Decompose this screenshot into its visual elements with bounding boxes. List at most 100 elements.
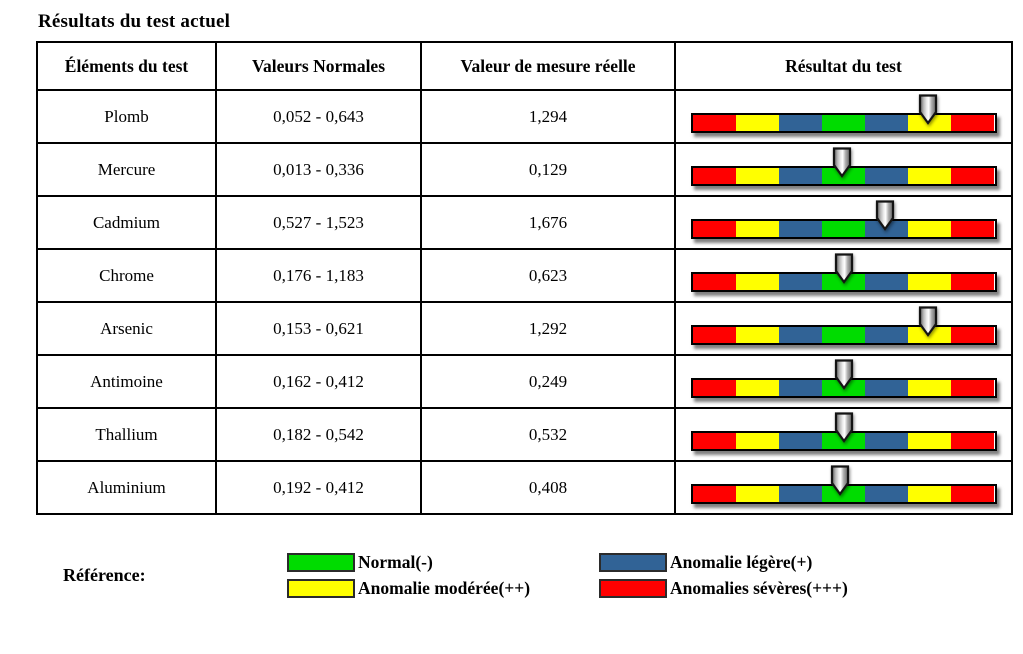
result-cell [674, 89, 1013, 144]
measured-value-cell: 0,532 [420, 407, 676, 462]
bar-segment-slight [865, 485, 909, 502]
element-cell: Cadmium [36, 195, 217, 250]
table-row: Cadmium 0,527 - 1,523 1,676 [36, 195, 1013, 250]
result-cell [674, 248, 1013, 303]
bar-segment-slight [865, 273, 909, 290]
legend-swatch-moderate [287, 579, 355, 598]
result-cell [674, 195, 1013, 250]
table-row: Thallium 0,182 - 0,542 0,532 [36, 407, 1013, 462]
results-table: Éléments du test Valeurs Normales Valeur… [36, 41, 1013, 515]
table-row: Mercure 0,013 - 0,336 0,129 [36, 142, 1013, 197]
bar-segment-moderate [908, 273, 952, 290]
normal-range-cell: 0,182 - 0,542 [215, 407, 422, 462]
bar-segment-severe [692, 432, 736, 449]
bar-segment-moderate [735, 379, 779, 396]
result-cell [674, 301, 1013, 356]
element-cell: Aluminium [36, 460, 217, 515]
bar-segment-moderate [735, 485, 779, 502]
element-cell: Thallium [36, 407, 217, 462]
legend-item-label: Anomalie légère(+) [670, 552, 813, 572]
bar-segment-moderate [908, 379, 952, 396]
bar-segment-severe [692, 273, 736, 290]
result-cell [674, 354, 1013, 409]
bar-segment-normal [821, 485, 866, 502]
bar-segment-severe [692, 379, 736, 396]
result-bar [690, 358, 997, 398]
result-bar-track [690, 218, 997, 239]
result-bar-track [690, 271, 997, 292]
normal-range-cell: 0,153 - 0,621 [215, 301, 422, 356]
result-bar-track [690, 165, 997, 186]
bar-segment-severe [951, 273, 995, 290]
bar-segment-normal [821, 220, 866, 237]
bar-segment-severe [951, 167, 995, 184]
measured-value-cell: 0,408 [420, 460, 676, 515]
normal-range-cell: 0,192 - 0,412 [215, 460, 422, 515]
bar-segment-moderate [908, 220, 952, 237]
element-cell: Antimoine [36, 354, 217, 409]
element-cell: Plomb [36, 89, 217, 144]
bar-segment-severe [951, 379, 995, 396]
report-page: Résultats du test actuel Éléments du tes… [0, 11, 1023, 654]
bar-segment-severe [692, 220, 736, 237]
legend-swatch-severe [599, 579, 667, 598]
bar-segment-normal [821, 379, 866, 396]
result-bar-track [690, 324, 997, 345]
page-title: Résultats du test actuel [38, 11, 231, 32]
bar-segment-severe [951, 485, 995, 502]
legend-item-label: Normal(-) [358, 552, 433, 572]
legend-item: Normal(-) [287, 552, 599, 573]
bar-segment-moderate [908, 167, 952, 184]
measured-value-cell: 0,623 [420, 248, 676, 303]
legend-item: Anomalies sévères(+++) [599, 578, 848, 599]
bar-segment-severe [692, 114, 736, 131]
legend-item-label: Anomalies sévères(+++) [670, 578, 848, 598]
normal-range-cell: 0,013 - 0,336 [215, 142, 422, 197]
bar-segment-normal [821, 114, 866, 131]
bar-segment-slight [778, 432, 822, 449]
bar-segment-slight [865, 432, 909, 449]
table-row: Aluminium 0,192 - 0,412 0,408 [36, 460, 1013, 515]
bar-segment-severe [951, 326, 995, 343]
normal-range-cell: 0,527 - 1,523 [215, 195, 422, 250]
bar-segment-slight [778, 220, 822, 237]
normal-range-cell: 0,052 - 0,643 [215, 89, 422, 144]
bar-segment-normal [821, 326, 866, 343]
result-cell [674, 407, 1013, 462]
bar-segment-slight [865, 379, 909, 396]
bar-segment-slight [778, 379, 822, 396]
bar-segment-moderate [735, 114, 779, 131]
legend-swatch-slight [599, 553, 667, 572]
bar-segment-severe [951, 220, 995, 237]
measured-value-cell: 1,676 [420, 195, 676, 250]
bar-segment-slight [778, 167, 822, 184]
bar-segment-slight [778, 485, 822, 502]
table-header: Éléments du test Valeurs Normales Valeur… [36, 41, 1013, 91]
bar-segment-severe [692, 326, 736, 343]
legend-item: Anomalie modérée(++) [287, 578, 599, 599]
table-row: Antimoine 0,162 - 0,412 0,249 [36, 354, 1013, 409]
result-bar-track [690, 430, 997, 451]
table-row: Chrome 0,176 - 1,183 0,623 [36, 248, 1013, 303]
bar-segment-slight [865, 167, 909, 184]
bar-segment-slight [865, 326, 909, 343]
bar-segment-moderate [735, 167, 779, 184]
measured-value-cell: 1,292 [420, 301, 676, 356]
table-body: Plomb 0,052 - 0,643 1,294 Mercure 0,013 … [36, 89, 1013, 515]
legend-items: Normal(-) Anomalie légère(+) Anomalie mo… [287, 552, 848, 599]
legend-label: Référence: [63, 565, 146, 585]
bar-segment-moderate [908, 485, 952, 502]
measured-value-cell: 0,249 [420, 354, 676, 409]
measured-value-cell: 0,129 [420, 142, 676, 197]
result-bar [690, 252, 997, 292]
measured-value-cell: 1,294 [420, 89, 676, 144]
normal-range-cell: 0,176 - 1,183 [215, 248, 422, 303]
bar-segment-slight [778, 273, 822, 290]
result-bar [690, 199, 997, 239]
bar-segment-moderate [735, 432, 779, 449]
result-bar-track [690, 377, 997, 398]
legend-item-label: Anomalie modérée(++) [358, 578, 531, 598]
result-bar [690, 146, 997, 186]
header-row: Éléments du test Valeurs Normales Valeur… [36, 41, 1013, 91]
legend-item: Anomalie légère(+) [599, 552, 848, 573]
